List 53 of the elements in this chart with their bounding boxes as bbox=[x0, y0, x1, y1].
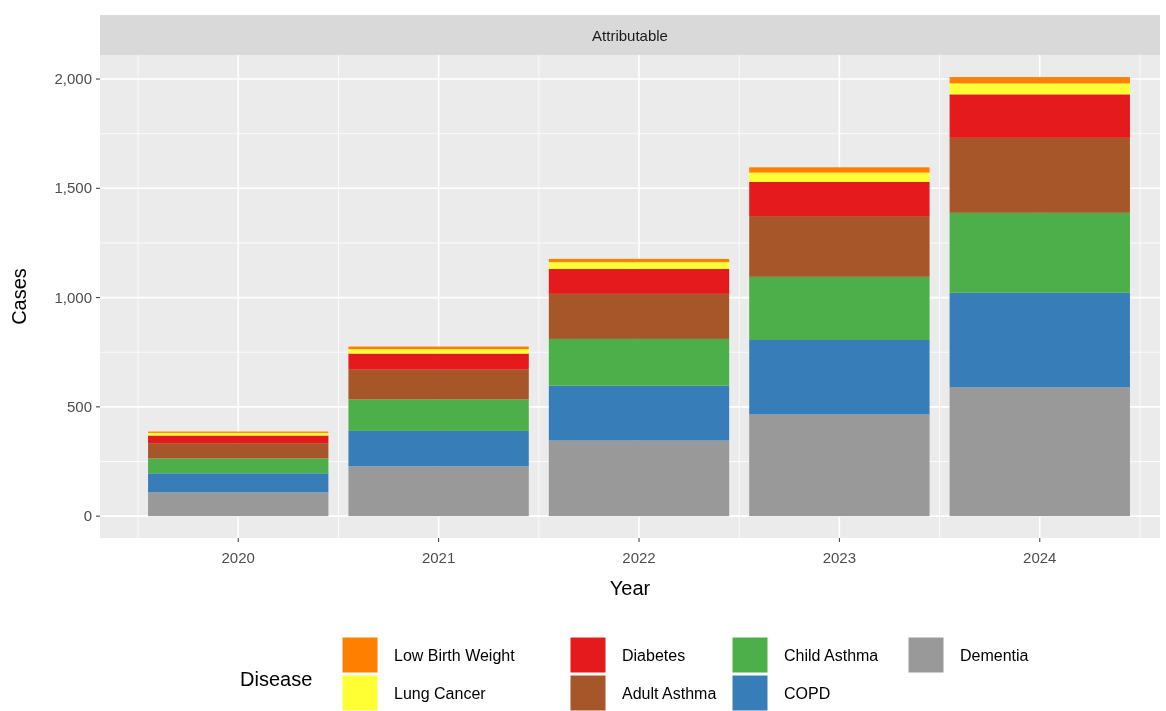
bar bbox=[348, 349, 529, 354]
bar bbox=[348, 399, 529, 431]
bar bbox=[148, 435, 329, 444]
x-tick-label: 2020 bbox=[221, 549, 255, 566]
bar bbox=[749, 414, 930, 517]
bar bbox=[548, 293, 730, 339]
x-tick-label: 2022 bbox=[622, 549, 656, 566]
bar bbox=[348, 369, 529, 400]
legend-label: Lung Cancer bbox=[394, 685, 487, 702]
bar bbox=[949, 137, 1130, 213]
y-tick-label: 1,500 bbox=[54, 179, 92, 197]
chart-subtitle: Attributable bbox=[592, 27, 668, 44]
y-tick-label: 500 bbox=[66, 397, 92, 415]
bar bbox=[548, 258, 730, 263]
legend-label: Child Asthma bbox=[784, 647, 879, 664]
legend-label: Diabetes bbox=[622, 647, 686, 664]
x-axis-title: Year bbox=[609, 577, 651, 599]
legend-label: Dementia bbox=[960, 647, 1029, 664]
bar bbox=[548, 440, 730, 517]
bar bbox=[749, 181, 930, 217]
bar bbox=[148, 458, 329, 474]
bar bbox=[148, 473, 329, 493]
bar bbox=[749, 216, 930, 277]
x-tick-label: 2024 bbox=[1023, 549, 1057, 566]
bar bbox=[348, 353, 529, 370]
y-tick-label: 1,000 bbox=[54, 288, 92, 306]
bar bbox=[749, 172, 930, 182]
bar bbox=[749, 276, 930, 340]
bar bbox=[949, 212, 1130, 293]
bar bbox=[148, 492, 329, 517]
bar bbox=[348, 430, 529, 467]
bar bbox=[949, 292, 1130, 388]
legend-title: Disease bbox=[240, 668, 313, 690]
bar bbox=[949, 83, 1130, 95]
legend-label: Adult Asthma bbox=[622, 685, 717, 702]
bar bbox=[949, 94, 1130, 138]
legend-label: COPD bbox=[784, 685, 831, 702]
bar bbox=[148, 443, 329, 459]
legend-label: Low Birth Weight bbox=[394, 647, 516, 664]
bar bbox=[348, 466, 529, 517]
y-axis-title: Cases bbox=[8, 268, 30, 325]
bar bbox=[548, 262, 730, 269]
bar bbox=[749, 339, 930, 415]
y-tick-label: 2,000 bbox=[54, 70, 92, 88]
bar bbox=[949, 387, 1130, 517]
y-tick-label: 0 bbox=[83, 507, 92, 525]
x-tick-label: 2023 bbox=[822, 549, 857, 566]
bar bbox=[548, 385, 730, 441]
bar bbox=[949, 77, 1130, 84]
bar bbox=[749, 167, 930, 173]
x-tick-label: 2021 bbox=[421, 549, 456, 566]
bar bbox=[548, 338, 730, 386]
bar bbox=[548, 268, 730, 294]
